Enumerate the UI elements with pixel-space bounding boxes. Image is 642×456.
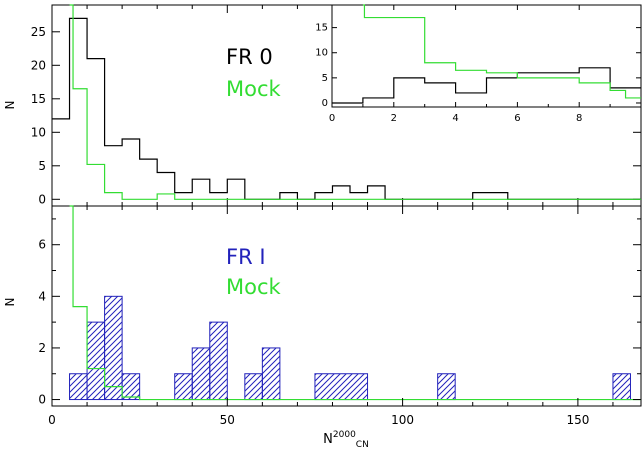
top-series-group bbox=[52, 4, 641, 200]
bottom-legend-mock: Mock bbox=[226, 275, 282, 299]
bottom-legend-fri: FR I bbox=[226, 245, 266, 269]
inset-series-fr0-line bbox=[332, 67, 641, 104]
bottom-xtick-label: 150 bbox=[566, 413, 589, 427]
inset-xtick-label: 2 bbox=[391, 113, 397, 124]
bottom-ytick-label: 2 bbox=[38, 341, 46, 355]
top-ytick-label: 0 bbox=[38, 192, 46, 206]
inset-panel: 0 2 4 6 8 0 5 10 15 bbox=[315, 4, 642, 124]
top-series-mock-line bbox=[69, 4, 641, 200]
bottom-plot-frame bbox=[51, 205, 642, 407]
inset-ytick-label: 15 bbox=[315, 23, 328, 34]
inset-xtick-label: 8 bbox=[576, 113, 582, 124]
bottom-ytick-label: 4 bbox=[38, 289, 46, 303]
bottom-xtick-label: 100 bbox=[391, 413, 414, 427]
top-legend-mock: Mock bbox=[226, 77, 282, 101]
top-panel: 0 5 10 15 20 25 N FR 0 Mock 0 2 4 6 8 0 5 10 15 bbox=[3, 4, 642, 207]
fri-bar bbox=[244, 373, 263, 401]
fri-bar bbox=[209, 321, 228, 401]
top-ytick-label: 15 bbox=[31, 92, 46, 106]
fri-bar bbox=[191, 347, 211, 401]
top-ytick-label: 5 bbox=[38, 159, 46, 173]
inset-series-group bbox=[332, 4, 641, 104]
bottom-axis-ticks: 0 2 4 6 0 50 100 150 bbox=[38, 206, 641, 427]
top-ylabel: N bbox=[3, 101, 17, 110]
inset-ytick-label: 5 bbox=[322, 73, 328, 84]
top-ytick-label: 10 bbox=[31, 125, 46, 139]
inset-ytick-label: 0 bbox=[322, 98, 328, 109]
fri-bar bbox=[121, 373, 141, 401]
bottom-series-group bbox=[69, 205, 641, 401]
bottom-xtick-label: 0 bbox=[48, 413, 56, 427]
x-axis-title-sup: 2000 bbox=[333, 430, 356, 440]
inset-axis-ticks: 0 2 4 6 8 0 5 10 15 bbox=[315, 5, 641, 124]
top-ytick-label: 20 bbox=[31, 58, 46, 72]
inset-xtick-label: 6 bbox=[514, 113, 520, 124]
fri-bar bbox=[314, 373, 369, 401]
fri-bar bbox=[437, 373, 456, 401]
inset-xtick-label: 0 bbox=[329, 113, 335, 124]
fri-bar bbox=[174, 373, 193, 401]
fri-bar bbox=[104, 295, 123, 401]
inset-series-mock-line bbox=[362, 4, 641, 99]
inset-xtick-label: 4 bbox=[452, 113, 458, 124]
bottom-bars-group bbox=[69, 295, 631, 401]
bottom-ylabel: N bbox=[3, 298, 17, 307]
bottom-series-mock-line bbox=[69, 205, 641, 401]
top-series-fr0-line bbox=[52, 17, 641, 200]
inset-ytick-label: 10 bbox=[315, 48, 328, 59]
bottom-ytick-label: 0 bbox=[38, 393, 46, 407]
fri-bar bbox=[261, 347, 281, 401]
top-ytick-label: 25 bbox=[31, 25, 46, 39]
bottom-ytick-label: 6 bbox=[38, 238, 46, 252]
fri-bar bbox=[69, 373, 88, 401]
fri-bar bbox=[612, 373, 631, 401]
bottom-xtick-label: 50 bbox=[220, 413, 235, 427]
x-axis-title: N2000CN bbox=[323, 430, 369, 450]
x-axis-title-main: N bbox=[323, 432, 333, 447]
top-legend-fr0: FR 0 bbox=[226, 45, 273, 69]
x-axis-title-sub: CN bbox=[356, 440, 369, 450]
fri-bar bbox=[86, 321, 106, 401]
